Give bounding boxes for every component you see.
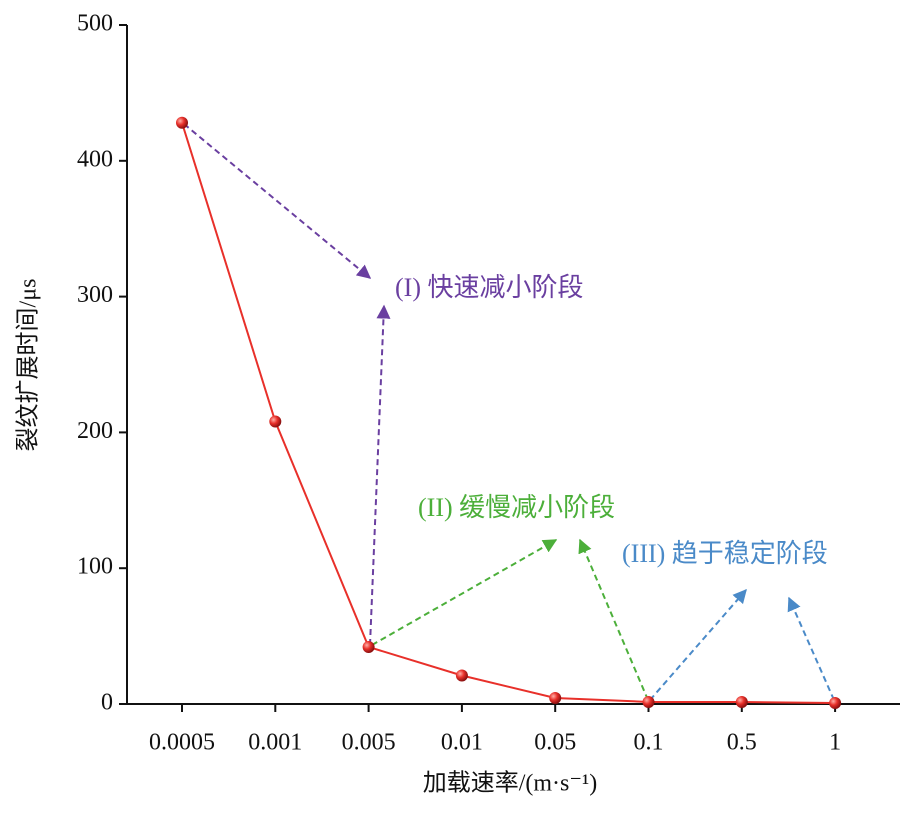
y-tick-label: 100	[77, 554, 113, 580]
y-axis-label: 裂纹扩展时间/μs	[15, 279, 42, 452]
point	[176, 116, 188, 129]
point	[269, 415, 282, 428]
x-tick-label: 0.01	[441, 730, 483, 756]
y-tick-label: 500	[77, 11, 113, 37]
arrow	[787, 596, 835, 701]
x-axis-label: 加载速率/(m·s⁻¹)	[423, 770, 598, 797]
y-tick-label: 0	[101, 690, 113, 716]
arrow	[649, 588, 747, 701]
x-tick-label: 0.005	[342, 730, 396, 756]
point	[549, 692, 562, 705]
point	[829, 697, 842, 710]
point	[455, 669, 468, 682]
x-tick-label: 0.05	[534, 730, 576, 756]
point	[735, 695, 748, 708]
y-tick-label: 400	[77, 146, 113, 172]
y-tick-label: 300	[77, 282, 113, 308]
arrow	[369, 304, 391, 646]
arrows	[183, 123, 835, 701]
x-tick-label: 0.1	[634, 730, 664, 756]
x-tick-label: 1	[829, 730, 841, 756]
annotation: (I) 快速减小阶段	[395, 273, 583, 302]
annotation: (III) 趋于稳定阶段	[622, 539, 828, 568]
point	[362, 640, 375, 653]
point	[642, 695, 655, 708]
arrow	[371, 539, 558, 646]
arrow	[183, 123, 372, 279]
x-tick-label: 0.0005	[149, 730, 215, 756]
x-tick-label: 0.001	[248, 730, 302, 756]
x-tick-label: 0.5	[727, 730, 757, 756]
y-tick-label: 200	[77, 418, 113, 444]
arrow	[578, 538, 649, 701]
line	[181, 122, 836, 705]
annotation: (II) 缓慢减小阶段	[418, 493, 615, 522]
